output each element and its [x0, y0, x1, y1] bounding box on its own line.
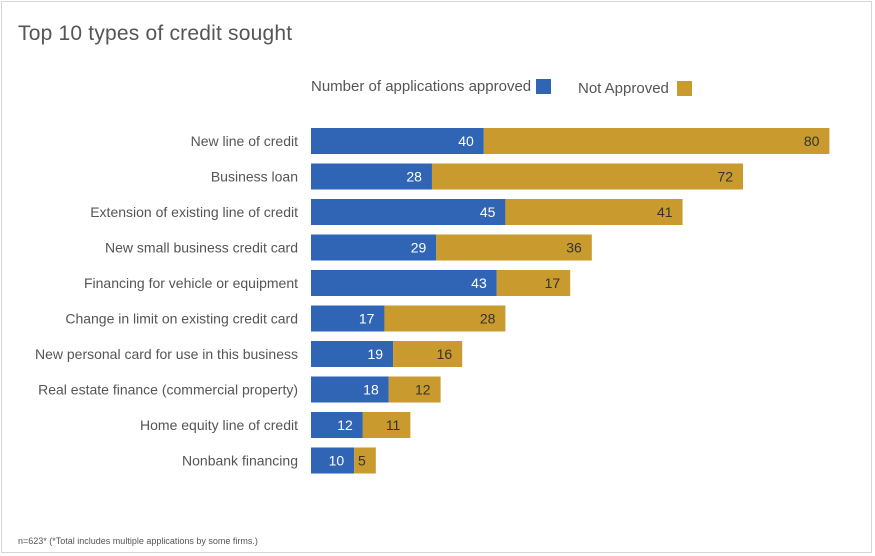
bar-not-approved [505, 199, 683, 225]
data-label-approved: 43 [471, 275, 487, 291]
category-label: New personal card for use in this busine… [35, 346, 298, 362]
category-label: Financing for vehicle or equipment [84, 275, 298, 291]
data-label-approved: 29 [411, 240, 427, 256]
data-label-not-approved: 41 [657, 204, 673, 220]
data-label-approved: 18 [363, 382, 379, 398]
bar-not-approved [483, 128, 830, 154]
data-label-not-approved: 28 [480, 311, 496, 327]
category-label: Extension of existing line of credit [90, 204, 298, 220]
data-label-not-approved: 80 [804, 133, 820, 149]
bar-approved [311, 270, 497, 296]
data-label-approved: 40 [458, 133, 474, 149]
data-label-approved: 12 [337, 417, 353, 433]
bar-not-approved [384, 305, 506, 332]
bar-approved [311, 341, 394, 367]
bar-not-approved [362, 412, 411, 438]
bar-approved [311, 128, 484, 154]
bar-not-approved [436, 234, 592, 261]
data-label-not-approved: 17 [545, 275, 561, 291]
bar-approved [311, 199, 506, 225]
category-label: New small business credit card [105, 240, 298, 256]
category-label: Change in limit on existing credit card [65, 311, 298, 327]
bar-approved [311, 376, 389, 403]
footnote: n=623* (*Total includes multiple applica… [18, 536, 258, 546]
bar-approved [311, 163, 432, 190]
bar-not-approved [354, 447, 376, 474]
bar-not-approved [393, 341, 463, 367]
legend-swatch-not-approved [677, 81, 692, 96]
chart-title: Top 10 types of credit sought [18, 22, 293, 45]
data-label-not-approved: 11 [386, 417, 401, 433]
legend-label-approved: Number of applications approved [311, 78, 532, 95]
category-label: Home equity line of credit [140, 417, 298, 433]
data-label-approved: 45 [480, 204, 496, 220]
data-label-approved: 10 [329, 453, 345, 469]
bar-approved [311, 447, 355, 474]
data-label-not-approved: 36 [566, 240, 582, 256]
bar-approved [311, 234, 437, 261]
bar-not-approved [496, 270, 571, 296]
data-label-not-approved: 16 [437, 346, 453, 362]
legend-label-not-approved: Not Approved [578, 80, 669, 97]
data-label-approved: 19 [368, 346, 384, 362]
data-label-approved: 17 [359, 311, 375, 327]
category-label: New line of credit [191, 133, 298, 149]
category-label: Business loan [211, 169, 298, 185]
data-label-not-approved: 72 [717, 169, 733, 185]
bar-approved [311, 305, 385, 332]
data-label-approved: 28 [406, 169, 422, 185]
data-label-not-approved: 12 [415, 382, 431, 398]
bar-not-approved [431, 163, 743, 190]
bar-approved [311, 412, 363, 438]
data-label-not-approved: 5 [358, 453, 366, 469]
category-label: Nonbank financing [182, 453, 298, 469]
bar-not-approved [388, 376, 441, 403]
legend-swatch-approved [536, 79, 551, 94]
category-label: Real estate finance (commercial property… [38, 382, 298, 398]
